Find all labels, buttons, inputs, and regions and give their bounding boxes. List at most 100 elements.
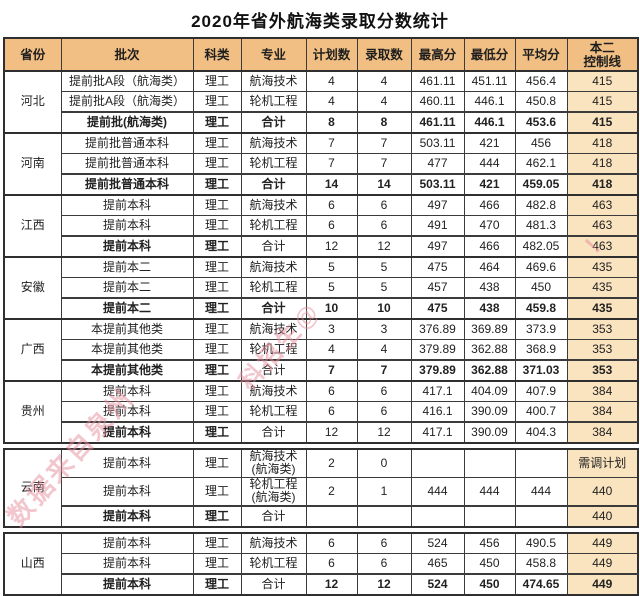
data-row: 提前本科 理工 轮机工程 (航海类) 2 1 444 444 444 440: [4, 476, 639, 507]
major-cell: 合计: [240, 359, 307, 382]
data-row: 河南 提前批普通本科 理工 航海技术 7 7 503.11 421 456 418: [3, 132, 639, 196]
control-line-cell: 384: [566, 380, 639, 402]
subject-cell: 理工: [192, 421, 242, 444]
max-score-cell: 524: [410, 532, 465, 554]
max-score-cell: [410, 448, 465, 478]
min-score-cell: 446.1: [463, 111, 516, 134]
min-score-cell: 438: [463, 297, 516, 320]
min-score-cell: 444: [463, 153, 516, 175]
control-line-cell: 418: [566, 173, 639, 196]
plan-cell: 6: [305, 401, 358, 423]
min-score-cell: 446.1: [463, 91, 516, 113]
major-cell: 航海技术: [240, 380, 307, 402]
control-line-cell: 353: [566, 359, 639, 382]
plan-cell: 12: [305, 235, 358, 258]
min-score-cell: 390.09: [463, 401, 516, 423]
subject-cell: 理工: [192, 91, 242, 113]
plan-cell: 4: [305, 70, 358, 92]
max-score-cell: 461.11: [410, 111, 465, 134]
plan-cell: 6: [305, 215, 358, 237]
batch-cell: 提前本科: [60, 504, 194, 528]
plan-cell: 4: [305, 91, 358, 113]
header-major: 专业: [240, 37, 307, 72]
province-block-广西: 广西 本提前其他类 理工 航海技术 3 3 376.89 369.89 373.9 353 本提前其…: [3, 318, 639, 382]
avg-score-cell: 404.3: [514, 421, 568, 444]
province-block-山西: 山西 提前本科 理工 航海技术 6 6 524 456 490.5 449 提前本科 理工 轮机工程 6 6…: [3, 531, 639, 596]
avg-score-cell: 400.7: [514, 401, 568, 423]
province-cell: 河南: [3, 132, 62, 196]
major-cell: 轮机工程: [240, 339, 307, 361]
admitted-cell: 7: [356, 359, 412, 382]
control-line-cell: 384: [566, 401, 639, 423]
max-score-cell: 379.89: [410, 359, 465, 382]
subject-cell: 理工: [192, 256, 242, 278]
batch-cell: 提前本科: [60, 552, 194, 575]
plan-cell: 7: [305, 153, 358, 175]
major-cell: 合计: [240, 235, 307, 258]
avg-score-cell: 490.5: [514, 532, 568, 554]
subject-cell: 理工: [192, 504, 242, 528]
batch-cell: 提前本科: [60, 380, 194, 402]
admitted-cell: 10: [356, 297, 412, 320]
control-line-cell: 449: [566, 532, 639, 554]
major-cell: 合计: [240, 297, 307, 320]
avg-score-cell: 456.4: [514, 70, 568, 92]
control-line-cell: 415: [566, 91, 639, 113]
admitted-cell: 6: [356, 401, 412, 423]
max-score-cell: 457: [410, 277, 465, 299]
subject-cell: 理工: [192, 297, 242, 320]
control-line-cell: 435: [566, 256, 639, 278]
plan-cell: 6: [305, 532, 358, 554]
batch-cell: 提前批普通本科: [60, 153, 194, 175]
control-line-cell: 463: [566, 194, 639, 216]
batch-cell: 提前本科: [60, 401, 194, 423]
data-row: 山西 提前本科 理工 航海技术 6 6 524 456 490.5 449: [3, 532, 639, 596]
min-score-cell: 451.11: [463, 70, 516, 92]
data-row: 安徽 提前本二 理工 航海技术 5 5 475 464 469.6 435: [3, 256, 639, 320]
major-cell: 合计: [240, 173, 307, 196]
subject-cell: 理工: [192, 448, 242, 478]
batch-cell: 提前本科: [60, 572, 194, 596]
min-score-cell: 438: [463, 277, 516, 299]
batch-cell: 提前本二: [60, 277, 194, 299]
max-score-cell: 503.11: [410, 132, 465, 154]
total-row: 本提前其他类 理工 合计 7 7 379.89 362.88 371.03 353: [4, 359, 639, 382]
plan-cell: 8: [305, 111, 358, 134]
avg-score-cell: 459.05: [514, 173, 568, 196]
admitted-cell: 14: [356, 173, 412, 196]
province-cell: 云南: [3, 448, 62, 528]
control-line-cell: 440: [566, 476, 639, 507]
control-line-cell: 353: [566, 339, 639, 361]
province-block-江西: 江西 提前本科 理工 航海技术 6 6 497 466 482.8 463 提前本科 理工 轮机工程 6 6…: [3, 194, 639, 258]
admitted-cell: 3: [356, 318, 412, 340]
subject-cell: 理工: [192, 401, 242, 423]
header-subject: 科类: [192, 37, 242, 72]
min-score-cell: 466: [463, 235, 516, 258]
min-score-cell: 421: [463, 173, 516, 196]
batch-cell: 提前本科: [60, 532, 194, 554]
min-score-cell: 421: [463, 132, 516, 154]
table-header-row: 省份 批次 科类 专业 计划数 录取数 最高分 最低分 平均分 本二 控制线: [3, 37, 639, 72]
province-block-安徽: 安徽 提前本二 理工 航海技术 5 5 475 464 469.6 435 提前本二 理工 轮机工程 5 5…: [3, 256, 639, 320]
plan-cell: 2: [305, 476, 358, 507]
data-row: 提前批A段（航海类） 理工 轮机工程 4 4 460.11 446.1 450.8 415: [4, 91, 639, 113]
subject-cell: 理工: [192, 132, 242, 154]
admitted-cell: 12: [356, 421, 412, 444]
max-score-cell: 379.89: [410, 339, 465, 361]
plan-cell: 14: [305, 173, 358, 196]
header-province: 省份: [3, 37, 62, 72]
max-score-cell: 376.89: [410, 318, 465, 340]
major-cell: 航海技术: [240, 532, 307, 554]
total-row: 提前本科 理工 合计 12 12 417.1 390.09 404.3 384: [4, 421, 639, 444]
data-row: 提前批普通本科 理工 轮机工程 7 7 477 444 462.1 418: [4, 153, 639, 175]
control-line-cell: 384: [566, 421, 639, 444]
province-cell: 山西: [3, 532, 62, 596]
data-row: 云南 提前本科 理工 航海技术 (航海类) 2 0 需调计划: [3, 448, 639, 528]
min-score-cell: 362.88: [463, 339, 516, 361]
header-admitted: 录取数: [356, 37, 412, 72]
max-score-cell: 475: [410, 297, 465, 320]
admitted-cell: 5: [356, 256, 412, 278]
admitted-cell: 1: [356, 476, 412, 507]
total-row: 提前本二 理工 合计 10 10 475 438 459.8 435: [4, 297, 639, 320]
